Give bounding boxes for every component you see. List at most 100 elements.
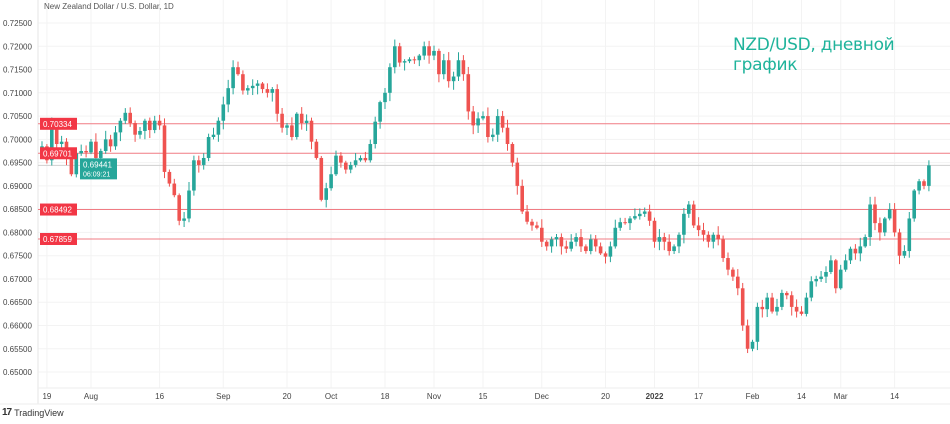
x-tick-label: 2022 bbox=[646, 392, 664, 401]
candle-up bbox=[481, 116, 485, 119]
y-tick-label: 0.70500 bbox=[3, 112, 32, 121]
candle-down bbox=[172, 183, 177, 196]
candle-up bbox=[118, 120, 123, 133]
level-label: 0.69701 bbox=[43, 149, 72, 158]
candle-up bbox=[574, 237, 578, 242]
candle-down bbox=[603, 253, 608, 257]
tradingview-logo[interactable]: 17 TradingView bbox=[2, 407, 64, 418]
candle-up bbox=[863, 237, 867, 247]
candle-down bbox=[579, 237, 583, 247]
candle-down bbox=[922, 181, 926, 186]
candle-up bbox=[79, 150, 83, 154]
candle-down bbox=[520, 185, 524, 212]
candle-up bbox=[378, 102, 382, 122]
candle-down bbox=[593, 239, 598, 247]
level-label-bg bbox=[40, 203, 77, 216]
candle-down bbox=[265, 89, 270, 93]
candle-down bbox=[716, 234, 720, 240]
x-tick-label: 18 bbox=[381, 392, 390, 401]
x-tick-label: 20 bbox=[601, 392, 610, 401]
candle-down bbox=[785, 292, 789, 296]
candle-up bbox=[848, 248, 853, 261]
candle-up bbox=[804, 297, 809, 314]
candle-down bbox=[363, 157, 368, 161]
candle-down bbox=[721, 239, 725, 259]
candle-up bbox=[368, 144, 373, 161]
candle-up bbox=[285, 125, 289, 128]
level-label: 0.68492 bbox=[43, 206, 72, 215]
candle-up bbox=[476, 118, 480, 126]
candle-up bbox=[226, 88, 230, 105]
tradingview-logo-text: TradingView bbox=[14, 407, 64, 418]
candle-down bbox=[446, 60, 451, 82]
level-label: 0.67859 bbox=[43, 235, 72, 244]
candle-down bbox=[701, 230, 706, 235]
y-tick-label: 0.68000 bbox=[3, 228, 32, 237]
candle-down bbox=[461, 60, 466, 75]
candle-up bbox=[388, 67, 392, 93]
candle-down bbox=[834, 260, 838, 289]
level-label: 0.70334 bbox=[43, 120, 72, 129]
candle-up bbox=[887, 209, 892, 219]
candle-down bbox=[535, 225, 539, 228]
candle-down bbox=[736, 276, 740, 289]
x-tick-label: 20 bbox=[283, 392, 292, 401]
candle-up bbox=[206, 137, 211, 158]
candle-down bbox=[94, 141, 98, 158]
candle-down bbox=[892, 209, 897, 233]
candle-down bbox=[789, 295, 794, 307]
candle-down bbox=[260, 83, 265, 90]
candle-down bbox=[500, 116, 505, 128]
candle-up bbox=[270, 89, 275, 93]
candle-down bbox=[54, 122, 59, 145]
candle-down bbox=[412, 59, 417, 61]
candle-up bbox=[123, 112, 128, 121]
candle-down bbox=[652, 220, 657, 242]
candle-up bbox=[491, 134, 495, 138]
candle-up bbox=[633, 216, 637, 219]
candle-up bbox=[50, 122, 54, 161]
candle-up bbox=[642, 211, 647, 214]
candle-down bbox=[344, 162, 348, 170]
candle-up bbox=[407, 59, 412, 62]
candle-down bbox=[148, 120, 152, 131]
candle-up bbox=[868, 204, 872, 238]
candle-up bbox=[809, 281, 814, 298]
candle-down bbox=[128, 112, 132, 124]
candle-down bbox=[770, 297, 774, 312]
candle-down bbox=[559, 237, 564, 247]
candle-up bbox=[912, 190, 916, 219]
candle-down bbox=[437, 50, 441, 75]
candle-down bbox=[794, 306, 799, 312]
candle-down bbox=[471, 111, 475, 126]
x-tick-label: Mar bbox=[834, 392, 848, 401]
candle-up bbox=[902, 251, 907, 256]
candle-up bbox=[211, 134, 216, 138]
candle-down bbox=[515, 162, 520, 186]
candle-up bbox=[334, 155, 338, 175]
candle-up bbox=[750, 341, 755, 349]
y-tick-label: 0.69500 bbox=[3, 159, 32, 168]
candle-down bbox=[280, 113, 284, 128]
candle-down bbox=[564, 246, 569, 249]
candle-up bbox=[138, 130, 142, 135]
y-tick-label: 0.70000 bbox=[3, 135, 32, 144]
tradingview-logo-icon: 17 bbox=[2, 407, 12, 418]
chart-caption: NZD/USD, дневной график bbox=[733, 35, 895, 75]
candle-up bbox=[907, 218, 912, 252]
candle-down bbox=[731, 269, 735, 277]
candle-up bbox=[838, 269, 843, 289]
candle-down bbox=[299, 113, 304, 124]
bar-countdown: 06:09:21 bbox=[83, 171, 110, 178]
candle-up bbox=[383, 92, 387, 103]
candle-up bbox=[221, 104, 226, 121]
candle-down bbox=[853, 248, 858, 254]
candle-up bbox=[74, 153, 79, 175]
candle-up bbox=[353, 160, 358, 165]
last-price-label: 0.69441 bbox=[83, 160, 112, 169]
candle-up bbox=[549, 239, 554, 247]
candle-down bbox=[339, 155, 343, 163]
candle-up bbox=[819, 276, 823, 279]
candle-up bbox=[216, 120, 221, 135]
